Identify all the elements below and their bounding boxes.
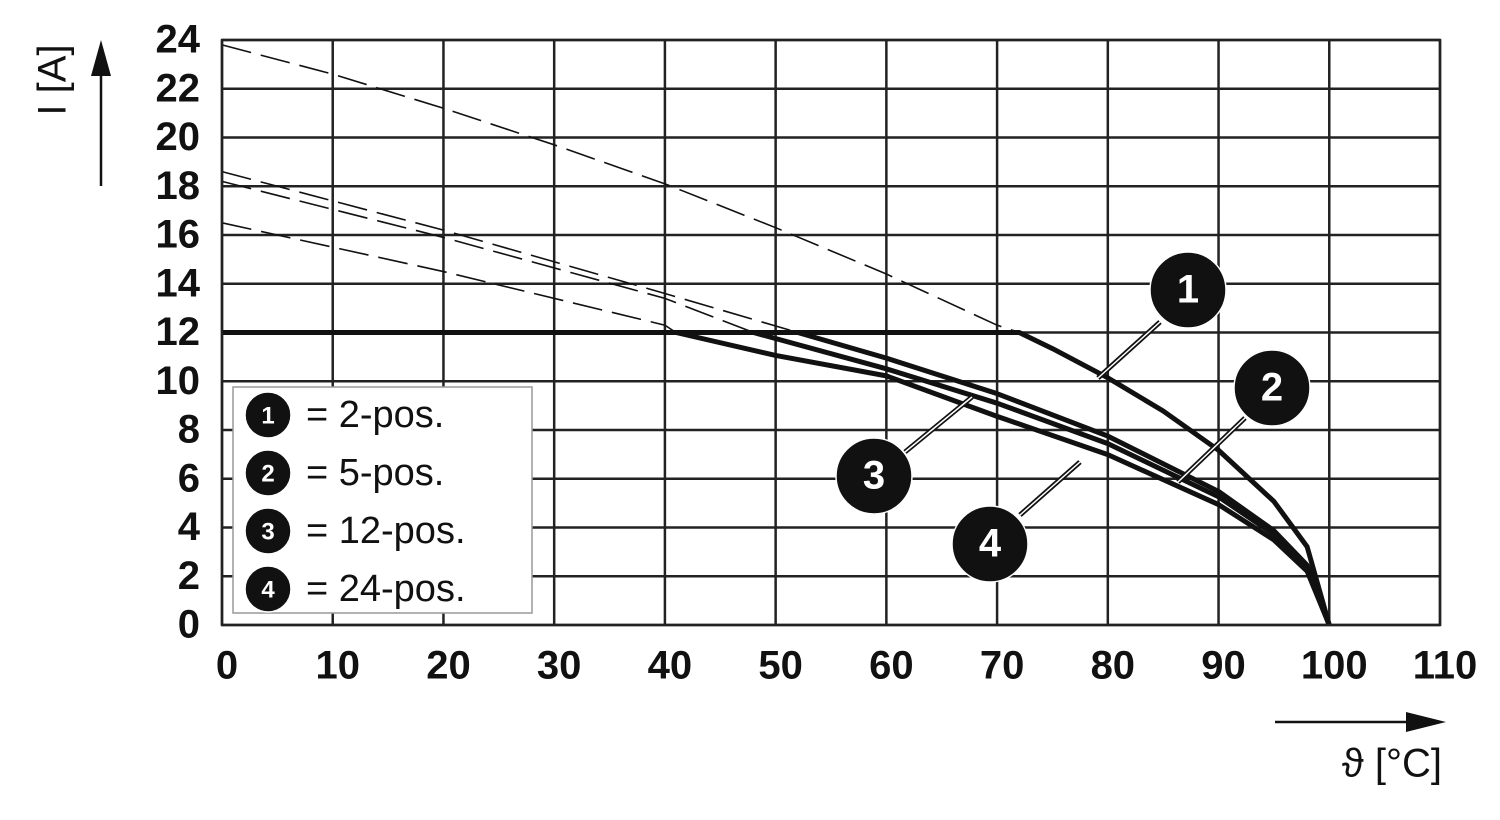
legend-label: = 24-pos.: [306, 568, 466, 610]
extrapolation-line: [221, 44, 1020, 334]
badge-label: 3: [863, 454, 885, 498]
badge-label: 2: [261, 460, 274, 487]
x-tick-label: 80: [1091, 644, 1136, 688]
plot-border: [220, 38, 1442, 627]
badge-label: 3: [261, 518, 274, 545]
x-tick-label: 60: [869, 644, 914, 688]
x-axis-arrowhead: [1406, 712, 1446, 732]
badge: [244, 449, 292, 497]
derating-curve: [752, 330, 1332, 626]
legend-label: = 2-pos.: [306, 394, 444, 436]
y-tick-label: 12: [156, 310, 201, 354]
badge-label: 4: [261, 576, 275, 603]
x-tick-label: 40: [648, 644, 693, 688]
x-tick-label: 50: [758, 644, 803, 688]
y-tick-label: 22: [156, 66, 201, 110]
badge-label: 4: [979, 522, 1002, 566]
badge: [951, 505, 1029, 583]
y-tick-label: 16: [156, 213, 201, 257]
x-tick-label: 110: [1413, 644, 1478, 688]
x-tick-label: 10: [315, 644, 360, 688]
badge: [244, 391, 292, 439]
y-tick-label: 8: [178, 408, 200, 452]
callout-leader-highlight: [904, 396, 973, 453]
badge: [1149, 251, 1227, 329]
y-tick-label: 18: [156, 164, 201, 208]
y-tick-label: 20: [156, 115, 201, 159]
y-tick-label: 10: [156, 359, 201, 403]
y-axis-label: I [A]: [31, 44, 75, 115]
callout-leader-highlight: [1019, 461, 1081, 516]
badge-label: 1: [1177, 268, 1199, 312]
y-tick-label: 24: [156, 18, 201, 62]
y-tick-label: 14: [156, 261, 201, 305]
y-tick-label: 2: [178, 554, 200, 598]
y-tick-label: 6: [178, 456, 200, 500]
derating-curve: [675, 330, 1332, 626]
badge: [835, 437, 913, 515]
callout-leader-highlight: [1177, 417, 1246, 483]
extrapolation-line: [221, 180, 754, 334]
x-tick-label: 100: [1301, 644, 1368, 688]
y-tick-label: 4: [178, 505, 201, 549]
x-tick-label: 20: [426, 644, 471, 688]
badge-label: 2: [1261, 366, 1283, 410]
legend-label: = 5-pos.: [306, 452, 444, 494]
x-tick-label: 90: [1201, 644, 1246, 688]
x-tick-label: 70: [980, 644, 1025, 688]
legend-label: = 12-pos.: [306, 510, 466, 552]
badge: [244, 507, 292, 555]
badge: [1233, 349, 1311, 427]
extrapolation-line: [221, 222, 677, 334]
y-tick-label: 0: [178, 603, 200, 647]
y-axis-arrowhead: [91, 40, 111, 76]
badge-label: 1: [261, 402, 274, 429]
x-tick-label: 30: [537, 644, 582, 688]
derating-curve: [222, 330, 1332, 626]
x-axis-label: ϑ [°C]: [1342, 742, 1442, 786]
x-tick-label: 0: [216, 644, 238, 688]
extrapolation-line: [221, 170, 799, 334]
callout-leader-highlight: [1097, 321, 1161, 379]
badge: [244, 565, 292, 613]
